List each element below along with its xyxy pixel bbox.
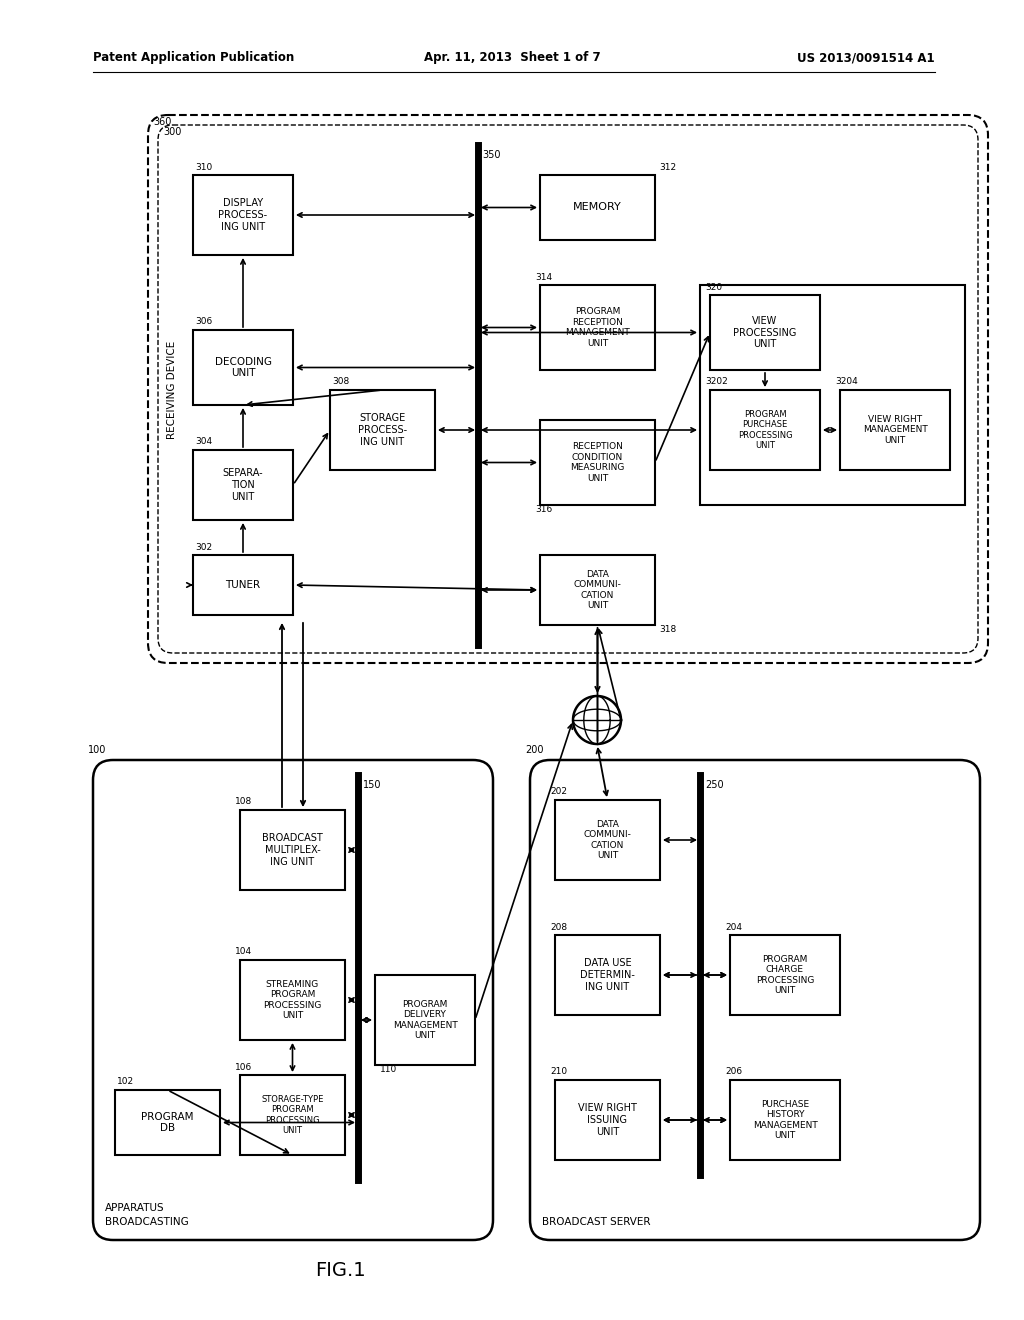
Text: 206: 206 — [725, 1068, 742, 1077]
Text: 308: 308 — [332, 378, 349, 387]
Text: VIEW RIGHT
MANAGEMENT
UNIT: VIEW RIGHT MANAGEMENT UNIT — [862, 414, 928, 445]
Text: APPARATUS: APPARATUS — [105, 1203, 165, 1213]
Text: 250: 250 — [705, 780, 724, 789]
Text: PROGRAM
RECEPTION
MANAGEMENT
UNIT: PROGRAM RECEPTION MANAGEMENT UNIT — [565, 308, 630, 347]
Bar — [193, 554, 293, 615]
Text: DATA
COMMUNI-
CATION
UNIT: DATA COMMUNI- CATION UNIT — [584, 820, 632, 861]
FancyBboxPatch shape — [530, 760, 980, 1239]
Text: 320: 320 — [705, 282, 722, 292]
Bar — [375, 975, 475, 1065]
Text: 200: 200 — [525, 744, 544, 755]
Text: STREAMING
PROGRAM
PROCESSING
UNIT: STREAMING PROGRAM PROCESSING UNIT — [263, 979, 322, 1020]
Text: 100: 100 — [88, 744, 106, 755]
Text: 110: 110 — [380, 1065, 397, 1074]
Text: BROADCAST SERVER: BROADCAST SERVER — [542, 1217, 650, 1228]
Bar — [710, 389, 820, 470]
Text: 316: 316 — [535, 506, 552, 515]
Bar — [540, 420, 655, 506]
Text: 306: 306 — [195, 318, 212, 326]
Text: DECODING
UNIT: DECODING UNIT — [214, 356, 271, 379]
Text: PROGRAM
PURCHASE
PROCESSING
UNIT: PROGRAM PURCHASE PROCESSING UNIT — [737, 411, 793, 450]
Text: 106: 106 — [234, 1063, 252, 1072]
Bar — [555, 935, 660, 1015]
Text: PROGRAM
DELIVERY
MANAGEMENT
UNIT: PROGRAM DELIVERY MANAGEMENT UNIT — [392, 1001, 458, 1040]
Bar — [193, 176, 293, 255]
Text: 108: 108 — [234, 797, 252, 807]
Text: 102: 102 — [117, 1077, 134, 1086]
FancyBboxPatch shape — [93, 760, 493, 1239]
Text: RECEPTION
CONDITION
MEASURING
UNIT: RECEPTION CONDITION MEASURING UNIT — [570, 442, 625, 483]
Text: 312: 312 — [659, 162, 676, 172]
Text: 202: 202 — [550, 788, 567, 796]
Text: 318: 318 — [659, 626, 676, 635]
Text: PROGRAM
DB: PROGRAM DB — [141, 1111, 194, 1134]
Text: STORAGE-TYPE
PROGRAM
PROCESSING
UNIT: STORAGE-TYPE PROGRAM PROCESSING UNIT — [261, 1094, 324, 1135]
Text: 150: 150 — [362, 780, 382, 789]
Text: US 2013/0091514 A1: US 2013/0091514 A1 — [798, 51, 935, 65]
Text: BROADCAST
MULTIPLEX-
ING UNIT: BROADCAST MULTIPLEX- ING UNIT — [262, 833, 323, 867]
Bar — [193, 330, 293, 405]
Text: 104: 104 — [234, 948, 252, 957]
Text: SEPARA-
TION
UNIT: SEPARA- TION UNIT — [222, 469, 263, 502]
Bar — [330, 389, 435, 470]
FancyBboxPatch shape — [158, 125, 978, 653]
Text: 350: 350 — [482, 150, 501, 160]
Text: PURCHASE
HISTORY
MANAGEMENT
UNIT: PURCHASE HISTORY MANAGEMENT UNIT — [753, 1100, 817, 1140]
Text: 3204: 3204 — [835, 378, 858, 387]
Bar — [240, 960, 345, 1040]
Bar — [540, 176, 655, 240]
Text: MEMORY: MEMORY — [573, 202, 622, 213]
Bar — [540, 285, 655, 370]
Text: DATA USE
DETERMIN-
ING UNIT: DATA USE DETERMIN- ING UNIT — [580, 958, 635, 991]
Text: RECEIVING DEVICE: RECEIVING DEVICE — [167, 341, 177, 440]
Text: 310: 310 — [195, 162, 212, 172]
Text: PROGRAM
CHARGE
PROCESSING
UNIT: PROGRAM CHARGE PROCESSING UNIT — [756, 954, 814, 995]
Bar — [555, 1080, 660, 1160]
Bar — [193, 450, 293, 520]
Text: VIEW
PROCESSING
UNIT: VIEW PROCESSING UNIT — [733, 315, 797, 348]
Text: VIEW RIGHT
ISSUING
UNIT: VIEW RIGHT ISSUING UNIT — [579, 1104, 637, 1137]
FancyBboxPatch shape — [148, 115, 988, 663]
Text: BROADCASTING: BROADCASTING — [105, 1217, 188, 1228]
Text: 314: 314 — [535, 272, 552, 281]
Bar — [730, 935, 840, 1015]
Text: STORAGE
PROCESS-
ING UNIT: STORAGE PROCESS- ING UNIT — [358, 413, 408, 446]
Text: FIG.1: FIG.1 — [314, 1261, 366, 1279]
Text: DISPLAY
PROCESS-
ING UNIT: DISPLAY PROCESS- ING UNIT — [218, 198, 267, 231]
Text: Patent Application Publication: Patent Application Publication — [93, 51, 294, 65]
Bar — [240, 1074, 345, 1155]
Bar — [540, 554, 655, 624]
Bar — [115, 1090, 220, 1155]
Text: 302: 302 — [195, 543, 212, 552]
Text: DATA
COMMUNI-
CATION
UNIT: DATA COMMUNI- CATION UNIT — [573, 570, 622, 610]
Text: 204: 204 — [725, 923, 742, 932]
Bar — [730, 1080, 840, 1160]
Text: TUNER: TUNER — [225, 579, 260, 590]
Text: 300: 300 — [163, 127, 181, 137]
Text: 360: 360 — [153, 117, 171, 127]
Text: 304: 304 — [195, 437, 212, 446]
Bar — [840, 389, 950, 470]
Bar — [700, 285, 965, 506]
Bar — [555, 800, 660, 880]
Text: 3202: 3202 — [705, 378, 728, 387]
Text: 208: 208 — [550, 923, 567, 932]
Text: Apr. 11, 2013  Sheet 1 of 7: Apr. 11, 2013 Sheet 1 of 7 — [424, 51, 600, 65]
Text: 210: 210 — [550, 1068, 567, 1077]
Bar — [710, 294, 820, 370]
Bar — [240, 810, 345, 890]
